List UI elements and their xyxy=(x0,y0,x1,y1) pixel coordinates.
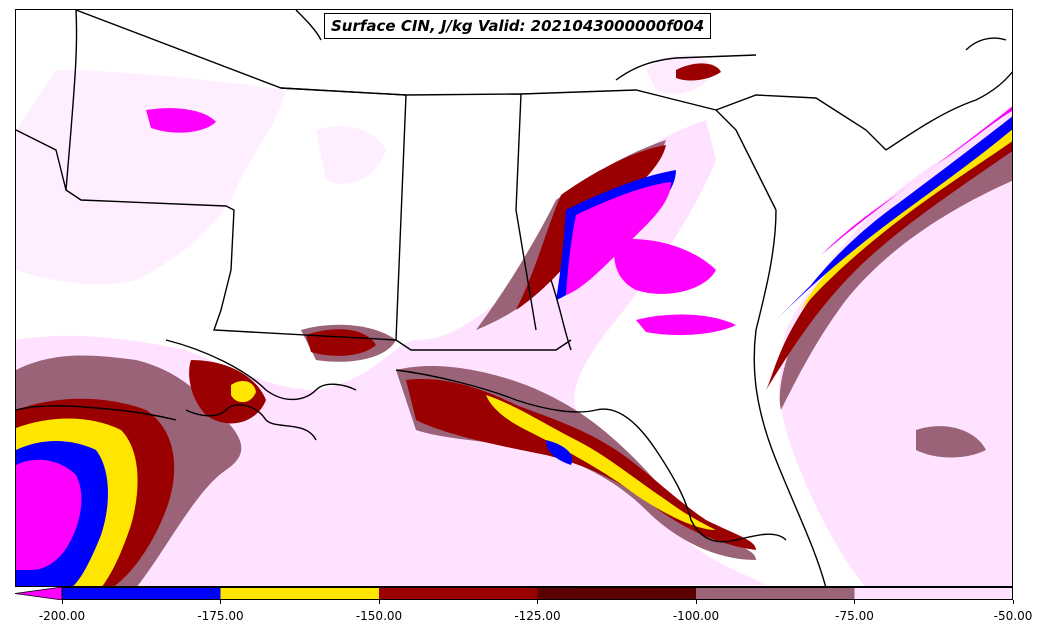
colorbar-segment xyxy=(537,587,696,600)
colorbar-tick-label: -200.00 xyxy=(38,609,86,623)
colorbar-segment xyxy=(696,587,855,600)
map-title: Surface CIN, J/kg Valid: 2021043000000f0… xyxy=(324,13,712,39)
colorbar-tick-label: -75.00 xyxy=(835,609,874,623)
colorbar-tick-mark xyxy=(695,600,697,604)
colorbar-tick-mark xyxy=(220,600,221,604)
map-panel xyxy=(15,9,1013,587)
colorbar-tick-mark xyxy=(854,600,855,604)
colorbar-tick-label: -150.00 xyxy=(355,609,403,623)
cin-field-magenta xyxy=(16,106,1012,570)
colorbar-tick-label: -50.00 xyxy=(993,609,1033,623)
colorbar-tick-mark xyxy=(1012,600,1014,604)
cin-map xyxy=(16,10,1012,586)
colorbar-segment xyxy=(62,587,221,600)
colorbar-tick-mark xyxy=(378,600,380,604)
colorbar-segment xyxy=(854,587,1013,600)
colorbar-segment xyxy=(379,587,538,600)
colorbar-tick-mark xyxy=(61,600,63,604)
colorbar-tick-label: -100.00 xyxy=(672,609,720,623)
colorbar xyxy=(15,587,1013,600)
geographic-boundaries xyxy=(16,10,1012,586)
colorbar-segment xyxy=(220,587,379,600)
colorbar-extension-min xyxy=(15,587,63,600)
colorbar-tick-label: -125.00 xyxy=(514,609,561,623)
colorbar-outline xyxy=(61,587,1013,600)
colorbar-tick-label: -175.00 xyxy=(197,609,244,623)
colorbar-tick-mark xyxy=(537,600,538,604)
